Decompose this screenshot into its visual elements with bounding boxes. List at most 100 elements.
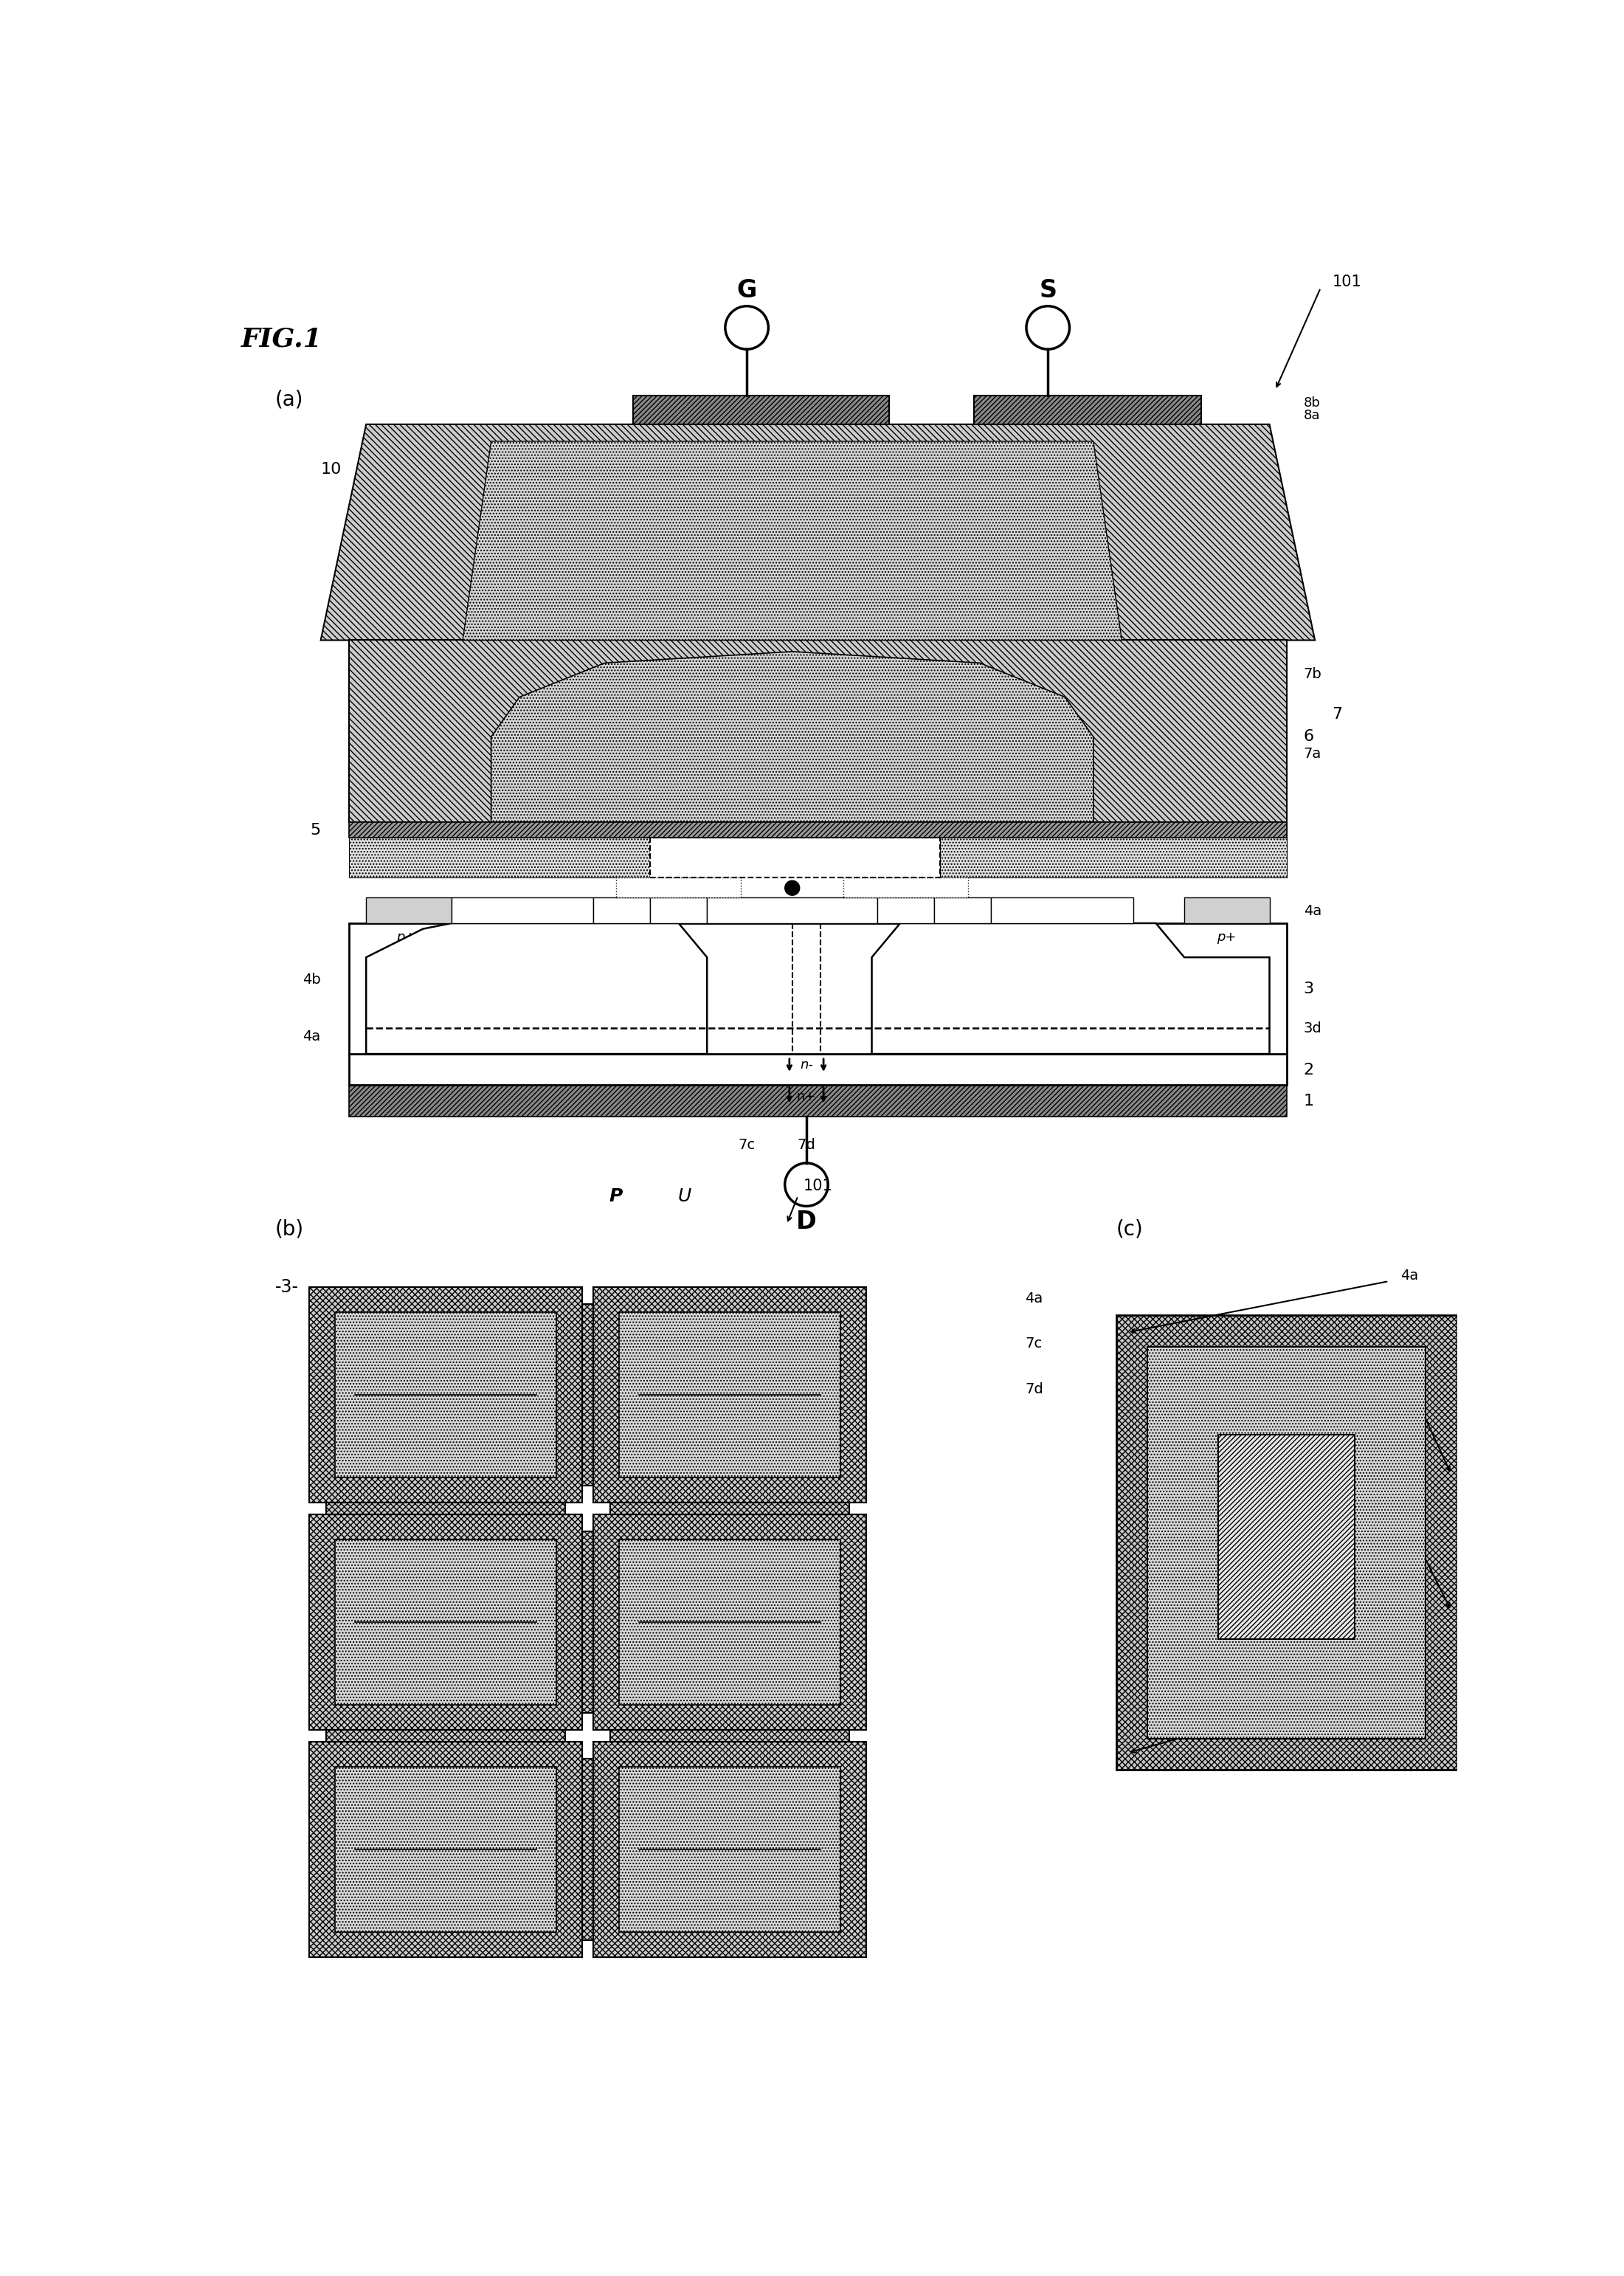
Bar	[451, 897, 593, 924]
Polygon shape	[593, 1741, 866, 1957]
Bar	[633, 396, 888, 423]
Bar	[974, 396, 1202, 423]
Bar	[940, 822, 1286, 879]
Polygon shape	[1147, 1347, 1426, 1739]
Text: 2: 2	[1304, 1063, 1314, 1077]
Bar	[843, 879, 968, 897]
Polygon shape	[326, 1730, 565, 1741]
Text: n: n	[958, 904, 966, 917]
Bar	[593, 897, 650, 924]
Polygon shape	[619, 1766, 841, 1932]
Polygon shape	[365, 924, 706, 1054]
Text: 7: 7	[1332, 708, 1343, 721]
Text: 4a: 4a	[1304, 904, 1322, 917]
Bar	[706, 897, 877, 924]
Polygon shape	[619, 1313, 841, 1477]
Polygon shape	[320, 423, 1315, 640]
Polygon shape	[326, 1502, 565, 1514]
Polygon shape	[309, 1514, 581, 1730]
Bar	[349, 1086, 1286, 1118]
Bar	[349, 822, 650, 879]
Text: 4a: 4a	[1025, 1290, 1043, 1304]
Text: 4a: 4a	[302, 1029, 320, 1045]
Bar	[934, 897, 991, 924]
Text: D: D	[796, 1209, 817, 1234]
Text: 4b: 4b	[1400, 1677, 1418, 1691]
Text: p+: p+	[396, 931, 416, 945]
Bar	[615, 879, 741, 897]
Text: n+: n+	[1052, 904, 1072, 917]
Polygon shape	[309, 1741, 581, 1957]
Polygon shape	[309, 1286, 581, 1502]
Text: 10: 10	[320, 462, 341, 478]
Text: P: P	[609, 1188, 624, 1206]
Text: n+: n+	[797, 1090, 817, 1104]
Text: n: n	[788, 904, 796, 917]
Polygon shape	[1116, 1316, 1457, 1771]
Text: n: n	[617, 904, 625, 917]
Text: 1A: 1A	[721, 1370, 739, 1384]
Bar	[650, 838, 940, 879]
Bar	[349, 1054, 1286, 1086]
Text: 7c: 7c	[1025, 1336, 1043, 1350]
Text: 4b: 4b	[302, 974, 320, 988]
Bar	[877, 897, 934, 924]
Text: 8b: 8b	[1304, 396, 1320, 410]
Text: 101: 101	[1332, 275, 1361, 289]
Text: 7d: 7d	[797, 1138, 815, 1152]
Text: P: P	[788, 847, 804, 869]
Polygon shape	[619, 1541, 841, 1705]
Bar	[991, 897, 1134, 924]
Text: G: G	[737, 278, 757, 303]
Text: p: p	[1052, 981, 1065, 1001]
Text: 4a: 4a	[1400, 1268, 1418, 1284]
Text: U: U	[677, 1188, 692, 1206]
Text: (c): (c)	[1116, 1218, 1143, 1240]
Text: (a): (a)	[274, 389, 304, 410]
Bar	[1184, 897, 1270, 924]
Polygon shape	[581, 1759, 593, 1941]
Bar	[349, 640, 1286, 822]
Polygon shape	[872, 924, 1270, 1054]
Polygon shape	[335, 1313, 557, 1477]
Polygon shape	[490, 651, 1093, 822]
Text: n-: n-	[900, 881, 913, 894]
Text: 7a: 7a	[1304, 747, 1322, 760]
Text: FIG.1: FIG.1	[240, 325, 322, 351]
Text: p: p	[513, 981, 526, 1001]
Text: 7c: 7c	[739, 1138, 755, 1152]
Text: 7b: 7b	[1304, 667, 1322, 681]
Text: n: n	[674, 904, 682, 917]
Bar	[650, 897, 706, 924]
Bar	[349, 822, 1286, 838]
Circle shape	[784, 881, 799, 894]
Text: n+: n+	[513, 904, 533, 917]
Text: n: n	[901, 904, 909, 917]
Polygon shape	[581, 1304, 593, 1486]
Bar	[1218, 1434, 1354, 1639]
Text: n-: n-	[801, 1058, 814, 1072]
Text: 1: 1	[1304, 1095, 1314, 1108]
Text: 8a: 8a	[1304, 410, 1320, 423]
Text: 3: 3	[1304, 981, 1314, 997]
Text: 6: 6	[1304, 728, 1314, 744]
Text: 101: 101	[804, 1179, 833, 1193]
Polygon shape	[335, 1541, 557, 1705]
Bar	[365, 897, 451, 924]
Text: 9: 9	[365, 701, 377, 715]
Text: 1A: 1A	[437, 1370, 455, 1384]
Text: 5: 5	[310, 822, 320, 838]
Text: 7a: 7a	[1429, 1393, 1447, 1407]
Polygon shape	[593, 1286, 866, 1502]
Polygon shape	[611, 1730, 849, 1741]
Text: S: S	[1039, 278, 1057, 303]
Polygon shape	[581, 1532, 593, 1714]
Polygon shape	[335, 1766, 557, 1932]
Polygon shape	[593, 1514, 866, 1730]
Text: n-: n-	[672, 881, 685, 894]
Polygon shape	[463, 442, 1122, 640]
Text: 3d: 3d	[1304, 1022, 1322, 1036]
Text: 5: 5	[1429, 1536, 1437, 1550]
Text: -3-: -3-	[274, 1279, 299, 1295]
Text: (b): (b)	[274, 1218, 304, 1240]
